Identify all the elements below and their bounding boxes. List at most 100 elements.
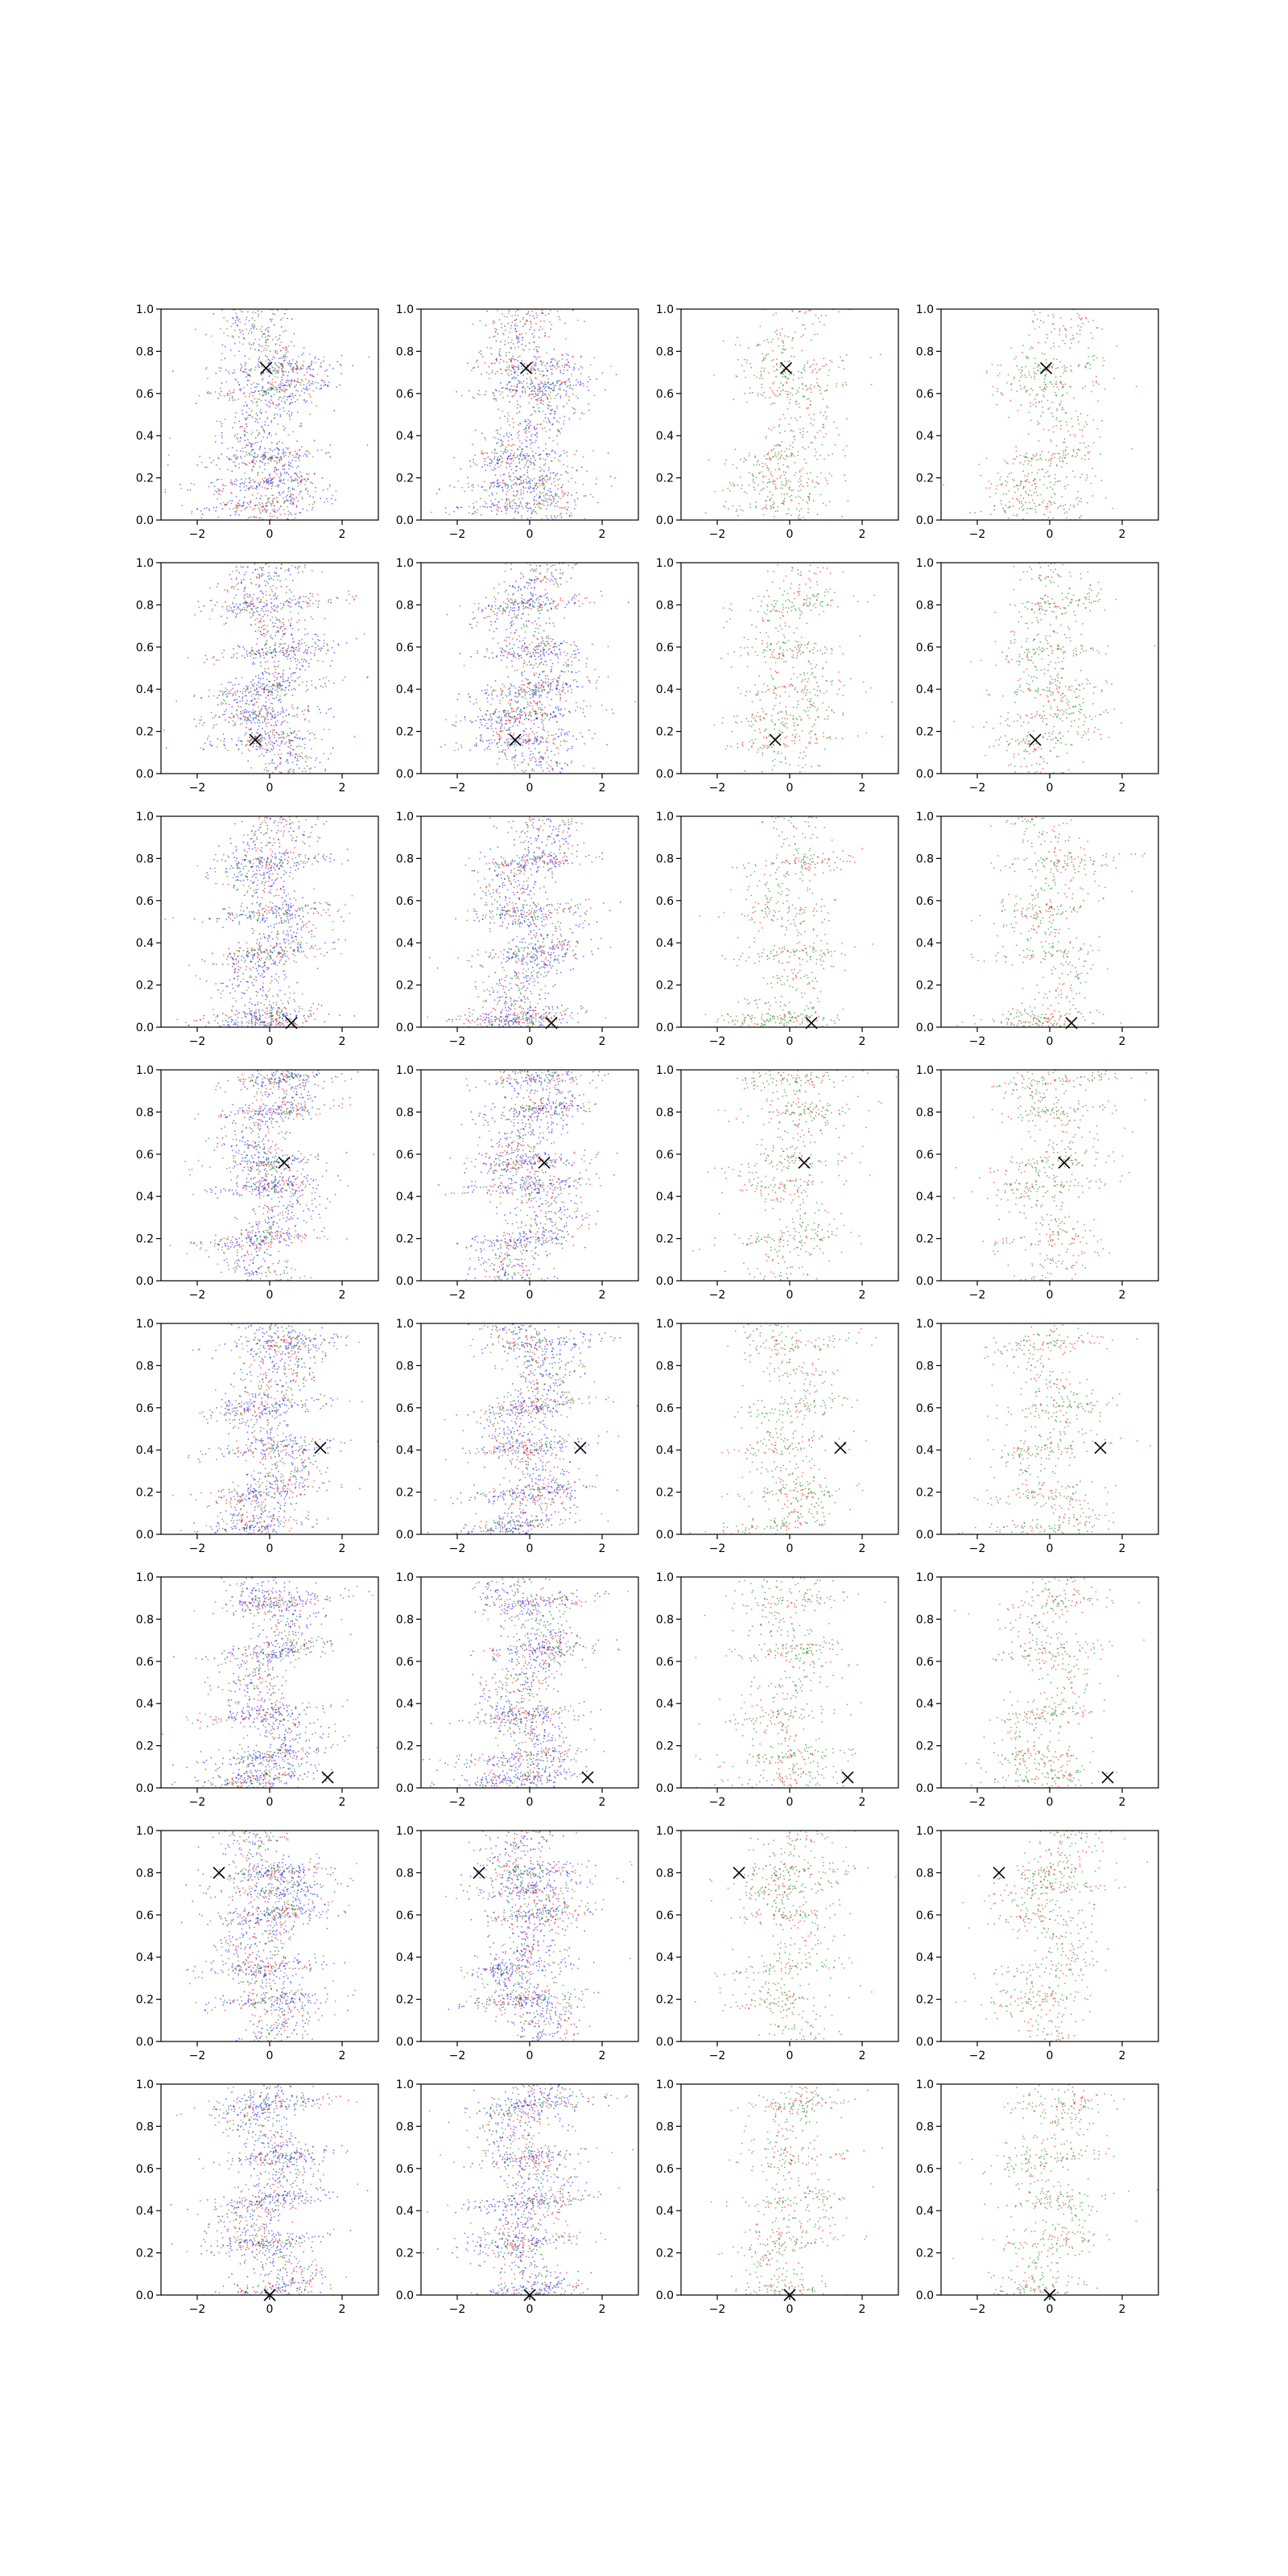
scatter-point <box>213 485 216 487</box>
x-tick-label: 2 <box>599 528 606 541</box>
scatter-point <box>265 399 266 402</box>
scatter-point <box>207 378 208 379</box>
scatter-point <box>774 454 776 456</box>
scatter-point <box>246 411 248 413</box>
scatter-point <box>282 363 283 365</box>
scatter-point <box>263 333 265 335</box>
scatter-point <box>514 444 516 446</box>
scatter-point <box>1035 373 1038 375</box>
scatter-point <box>791 429 793 431</box>
scatter-point <box>1070 369 1071 371</box>
scatter-point <box>287 648 289 650</box>
scatter-point <box>505 354 507 357</box>
scatter-point <box>1084 421 1087 423</box>
scatter-point <box>254 722 256 724</box>
scatter-point <box>280 319 282 321</box>
scatter-point <box>805 462 807 464</box>
scatter-point <box>481 356 484 358</box>
scatter-point <box>249 454 251 456</box>
scatter-point <box>262 629 265 631</box>
scatter-point <box>307 633 309 635</box>
scatter-point <box>508 475 510 477</box>
scatter-point <box>239 489 242 492</box>
scatter-point <box>285 454 287 456</box>
scatter-point <box>539 356 541 358</box>
scatter-point <box>277 339 279 341</box>
scatter-point <box>841 359 843 361</box>
scatter-point <box>1035 402 1037 403</box>
scatter-point <box>1069 347 1071 349</box>
scatter-point <box>521 332 523 335</box>
scatter-point <box>266 511 267 514</box>
scatter-point <box>263 390 266 393</box>
scatter-point <box>497 460 499 462</box>
scatter-point <box>1034 488 1037 489</box>
scatter-point <box>262 455 264 457</box>
scatter-point <box>1051 367 1053 369</box>
scatter-point <box>1051 496 1053 498</box>
scatter-point <box>551 483 552 485</box>
scatter-point <box>1029 502 1030 504</box>
scatter-point <box>739 458 741 460</box>
scatter-point <box>251 493 254 496</box>
scatter-point <box>294 671 296 674</box>
scatter-point <box>330 601 332 604</box>
scatter-point <box>255 584 257 585</box>
scatter-point <box>283 359 286 361</box>
scatter-point <box>776 358 778 360</box>
scatter-point <box>241 410 243 411</box>
scatter-point <box>549 368 551 370</box>
scatter-point <box>281 368 283 370</box>
scatter-point <box>284 427 286 429</box>
scatter-point <box>517 491 518 493</box>
scatter-point <box>1009 506 1011 508</box>
scatter-point <box>1042 394 1044 396</box>
scatter-point <box>217 397 219 399</box>
scatter-point <box>257 456 258 457</box>
scatter-point <box>195 402 197 405</box>
scatter-point <box>221 442 223 444</box>
scatter-point <box>1013 378 1015 380</box>
scatter-point <box>539 320 542 322</box>
scatter-point <box>217 456 219 459</box>
scatter-point <box>489 482 492 484</box>
scatter-point <box>516 407 518 409</box>
scatter-point <box>1015 515 1018 517</box>
scatter-point <box>819 393 822 394</box>
scatter-point <box>808 493 811 495</box>
scatter-point <box>268 483 270 485</box>
scatter-point <box>538 410 540 412</box>
scatter-point <box>227 681 229 683</box>
scatter-point <box>1036 366 1038 368</box>
scatter-point <box>272 650 275 653</box>
scatter-point <box>1007 517 1009 519</box>
scatter-point <box>1055 419 1058 421</box>
scatter-point <box>214 489 216 492</box>
scatter-point <box>240 510 242 512</box>
scatter-point <box>579 418 581 420</box>
scatter-point <box>536 503 538 506</box>
scatter-point <box>283 454 285 456</box>
scatter-point <box>256 687 258 689</box>
scatter-point <box>560 427 563 430</box>
scatter-point <box>1021 369 1023 372</box>
scatter-point <box>768 427 770 430</box>
scatter-point <box>1032 454 1034 456</box>
scatter-point <box>1047 408 1049 411</box>
scatter-point <box>525 427 527 430</box>
scatter-point <box>1010 472 1013 474</box>
scatter-point <box>1092 419 1095 421</box>
scatter-point <box>745 401 748 403</box>
scatter-point <box>231 470 233 473</box>
scatter-point <box>522 487 525 489</box>
scatter-point <box>553 366 555 368</box>
scatter-point <box>328 381 330 383</box>
scatter-point <box>222 502 225 504</box>
scatter-point <box>1054 328 1055 330</box>
scatter-point <box>279 364 282 365</box>
scatter-point <box>533 477 535 480</box>
scatter-point <box>270 402 272 404</box>
scatter-point <box>513 478 515 481</box>
scatter-point <box>756 460 758 463</box>
scatter-point <box>543 420 545 423</box>
